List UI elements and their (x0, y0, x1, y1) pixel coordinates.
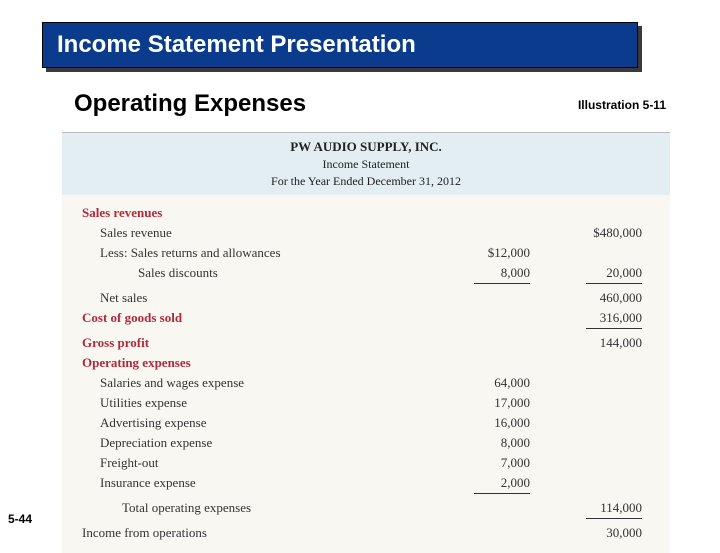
row-utilities: Utilities expense 17,000 (82, 393, 650, 413)
income-statement: PW AUDIO SUPPLY, INC. Income Statement F… (62, 132, 670, 553)
utilities-label: Utilities expense (82, 393, 470, 413)
statement-title: Income Statement (62, 157, 670, 172)
cogs-label: Cost of goods sold (82, 308, 470, 328)
row-freight: Freight-out 7,000 (82, 453, 650, 473)
page-number: 5-44 (8, 512, 32, 526)
row-cogs: Cost of goods sold 316,000 (82, 308, 650, 329)
row-gross-profit: Gross profit 144,000 (82, 333, 650, 353)
income-ops-label: Income from operations (82, 523, 470, 543)
insurance-label: Insurance expense (82, 473, 470, 493)
statement-body: Sales revenues Sales revenue $480,000 Le… (62, 195, 670, 553)
utilities-amount: 17,000 (470, 393, 560, 413)
sales-revenue-amount: $480,000 (560, 223, 650, 243)
section-operating-expenses: Operating expenses (82, 353, 650, 373)
row-total-op: Total operating expenses 114,000 (82, 498, 650, 519)
cogs-amount: 316,000 (586, 308, 642, 329)
net-sales-label: Net sales (82, 288, 470, 308)
net-sales-amount: 460,000 (560, 288, 650, 308)
row-discounts: Sales discounts 8,000 20,000 (82, 263, 650, 284)
statement-header: PW AUDIO SUPPLY, INC. Income Statement F… (62, 132, 670, 195)
discounts-amount: 8,000 (474, 263, 530, 284)
depreciation-amount: 8,000 (470, 433, 560, 453)
discounts-label: Sales discounts (82, 263, 470, 283)
title-banner: Income Statement Presentation (42, 22, 638, 68)
returns-label: Less: Sales returns and allowances (82, 243, 470, 263)
advertising-label: Advertising expense (82, 413, 470, 433)
gross-profit-label: Gross profit (82, 333, 470, 353)
total-op-amount: 114,000 (586, 498, 642, 519)
advertising-amount: 16,000 (470, 413, 560, 433)
row-sales-revenue: Sales revenue $480,000 (82, 223, 650, 243)
op-exp-label: Operating expenses (82, 353, 470, 373)
sales-revenue-label: Sales revenue (82, 223, 470, 243)
illustration-reference: Illustration 5-11 (578, 98, 666, 112)
statement-period: For the Year Ended December 31, 2012 (62, 174, 670, 189)
row-insurance: Insurance expense 2,000 (82, 473, 650, 494)
row-advertising: Advertising expense 16,000 (82, 413, 650, 433)
depreciation-label: Depreciation expense (82, 433, 470, 453)
insurance-amount: 2,000 (474, 473, 530, 494)
banner-title: Income Statement Presentation (57, 31, 416, 59)
income-ops-amount: 30,000 (560, 523, 650, 543)
row-returns: Less: Sales returns and allowances $12,0… (82, 243, 650, 263)
salaries-amount: 64,000 (470, 373, 560, 393)
salaries-label: Salaries and wages expense (82, 373, 470, 393)
returns-amount: $12,000 (470, 243, 560, 263)
company-name: PW AUDIO SUPPLY, INC. (62, 139, 670, 155)
row-income-ops: Income from operations 30,000 (82, 523, 650, 543)
sales-revenues-label: Sales revenues (82, 203, 470, 223)
row-net-sales: Net sales 460,000 (82, 288, 650, 308)
subtitle: Operating Expenses (74, 90, 306, 118)
gross-profit-amount: 144,000 (560, 333, 650, 353)
freight-amount: 7,000 (470, 453, 560, 473)
row-depreciation: Depreciation expense 8,000 (82, 433, 650, 453)
total-op-label: Total operating expenses (82, 498, 470, 518)
freight-label: Freight-out (82, 453, 470, 473)
deductions-total: 20,000 (586, 263, 642, 284)
section-sales-revenues: Sales revenues (82, 203, 650, 223)
row-salaries: Salaries and wages expense 64,000 (82, 373, 650, 393)
banner-main: Income Statement Presentation (42, 22, 638, 68)
